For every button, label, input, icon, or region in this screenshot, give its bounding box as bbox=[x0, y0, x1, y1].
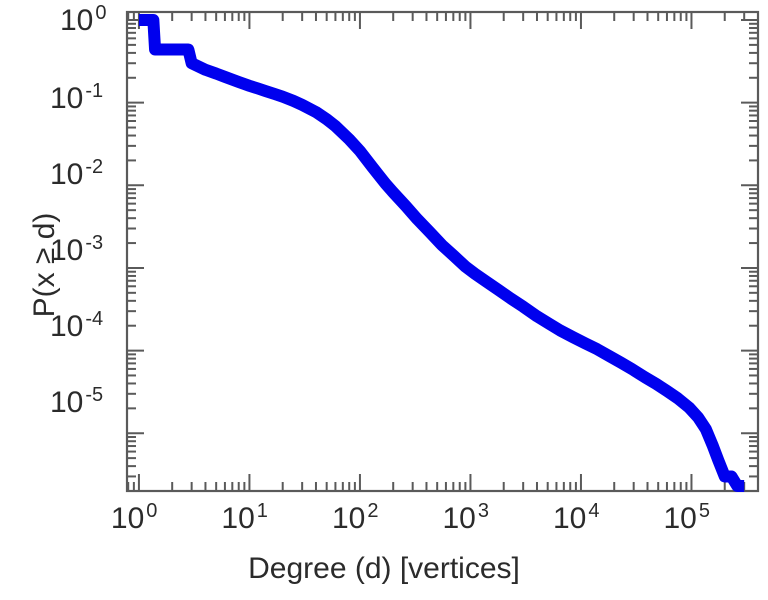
y-axis-title-wrapper: P(x ≥ d) bbox=[28, 135, 62, 395]
x-tick-label: 10 1 bbox=[221, 500, 268, 535]
y-tick-label: 10 -5 bbox=[50, 384, 104, 419]
x-axis-title: Degree (d) [vertices] bbox=[248, 552, 520, 585]
y-tick-label: 10 -2 bbox=[50, 156, 104, 191]
x-tick-label: 10 4 bbox=[552, 500, 600, 535]
y-tick-label: 10 -1 bbox=[50, 80, 104, 115]
axes-frame bbox=[125, 10, 760, 493]
axis-ticks bbox=[127, 12, 759, 492]
data-series bbox=[138, 14, 745, 492]
x-axis-title-wrapper: Degree (d) [vertices] bbox=[0, 552, 768, 586]
x-tick-label: 10 5 bbox=[663, 500, 710, 535]
y-tick-label: 10 0 bbox=[60, 2, 107, 37]
y-tick-label: 10 -4 bbox=[50, 308, 104, 343]
x-tick-label: 10 0 bbox=[110, 500, 158, 535]
y-tick-label: 10 -3 bbox=[50, 232, 104, 267]
y-axis-title: P(x ≥ d) bbox=[28, 212, 61, 318]
x-tick-label: 10 2 bbox=[331, 500, 379, 535]
x-tick-label: 10 3 bbox=[442, 500, 489, 535]
